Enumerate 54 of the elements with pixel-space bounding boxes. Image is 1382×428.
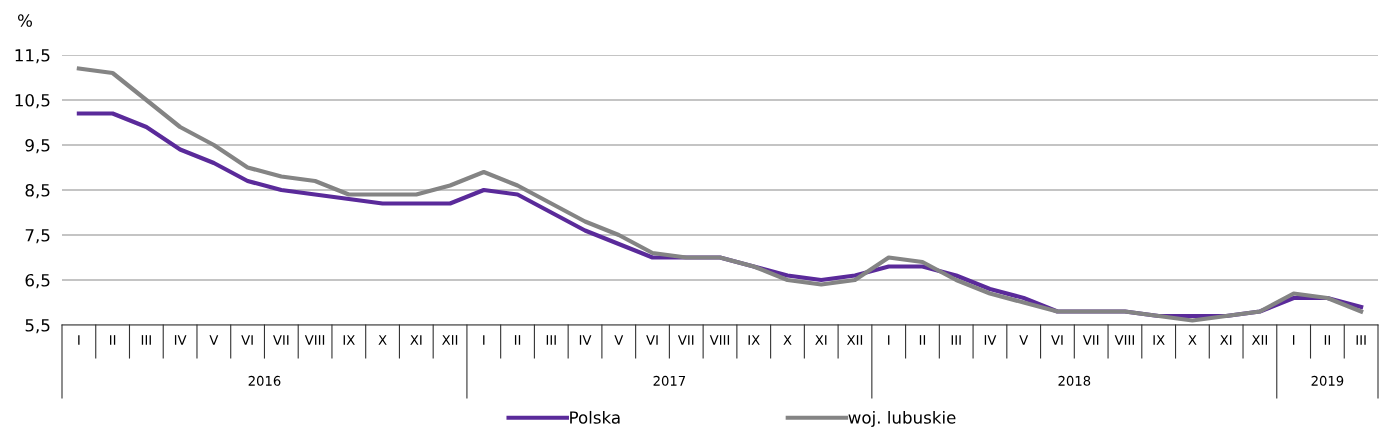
x-tick-label: VI bbox=[1051, 335, 1063, 345]
x-tick-label: II bbox=[110, 335, 116, 345]
x-tick-label: V bbox=[1019, 335, 1029, 345]
x-tick-label: XII bbox=[442, 335, 458, 345]
x-tick-label: VII bbox=[677, 335, 694, 345]
x-tick-label: IV bbox=[984, 335, 997, 345]
text: 2017 bbox=[653, 375, 686, 386]
x-tick-label: III bbox=[951, 335, 961, 345]
x-tick-label: IX bbox=[1153, 335, 1165, 345]
x-tick-label: XII bbox=[1251, 335, 1268, 345]
x-tick-label: II bbox=[1324, 335, 1330, 345]
y-tick-label: 8,5 bbox=[25, 183, 50, 199]
x-tick-label: XI bbox=[410, 335, 422, 345]
x-tick-label: VIII bbox=[709, 335, 730, 345]
x-tick-label: IX bbox=[343, 335, 355, 345]
x-tick-label: III bbox=[1356, 335, 1366, 345]
y-axis-title: % bbox=[18, 14, 32, 27]
legend-label: Polska bbox=[570, 410, 620, 424]
x-tick-label: XI bbox=[1220, 335, 1232, 345]
x-tick-label: I bbox=[1292, 335, 1295, 345]
x-tick-label: VIII bbox=[1114, 335, 1134, 345]
x-tick-label: VI bbox=[646, 335, 658, 345]
x-tick-label: III bbox=[546, 335, 556, 345]
text: 2018 bbox=[1058, 375, 1091, 386]
text: 2019 bbox=[1311, 375, 1344, 386]
text: 2016 bbox=[248, 375, 281, 386]
x-tick-label: V bbox=[209, 335, 219, 345]
x-tick-label: IV bbox=[579, 335, 592, 345]
x-tick-label: XI bbox=[815, 335, 827, 345]
x-tick-label: XII bbox=[846, 335, 863, 345]
x-tick-label: X bbox=[1188, 335, 1197, 345]
x-tick-label: IX bbox=[748, 335, 760, 345]
x-tick-label: III bbox=[141, 335, 151, 345]
x-tick-label: VIII bbox=[304, 335, 325, 345]
x-tick-label: VI bbox=[241, 335, 253, 345]
y-tick-label: 10,5 bbox=[15, 93, 50, 109]
x-tick-label: VII bbox=[1082, 335, 1099, 345]
x-tick-label: II bbox=[514, 335, 521, 345]
legend-label: woj. lubuskie bbox=[848, 410, 956, 428]
line-series bbox=[76, 66, 1364, 323]
x-tick-label: X bbox=[378, 335, 387, 345]
x-tick-label: II bbox=[919, 335, 926, 345]
x-tick-label: IV bbox=[174, 335, 187, 345]
x-tick-label: I bbox=[78, 335, 80, 345]
x-tick-label: V bbox=[614, 335, 624, 345]
x-tick-label: I bbox=[483, 335, 485, 345]
y-tick-label: 7,5 bbox=[25, 229, 50, 244]
y-tick-label: 11,5 bbox=[15, 49, 50, 64]
x-tick-label: I bbox=[888, 335, 890, 345]
y-tick-label: 5,5 bbox=[25, 319, 50, 334]
x-tick-label: VII bbox=[273, 335, 289, 345]
y-tick-label: 6,5 bbox=[25, 273, 50, 289]
y-tick-label: 9,5 bbox=[25, 138, 50, 154]
x-tick-label: X bbox=[783, 335, 792, 345]
